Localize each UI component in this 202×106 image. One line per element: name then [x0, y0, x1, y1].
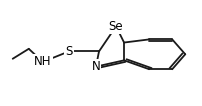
- Text: S: S: [65, 45, 73, 58]
- Text: N: N: [92, 60, 100, 73]
- Text: Se: Se: [109, 20, 123, 33]
- Text: NH: NH: [34, 55, 52, 68]
